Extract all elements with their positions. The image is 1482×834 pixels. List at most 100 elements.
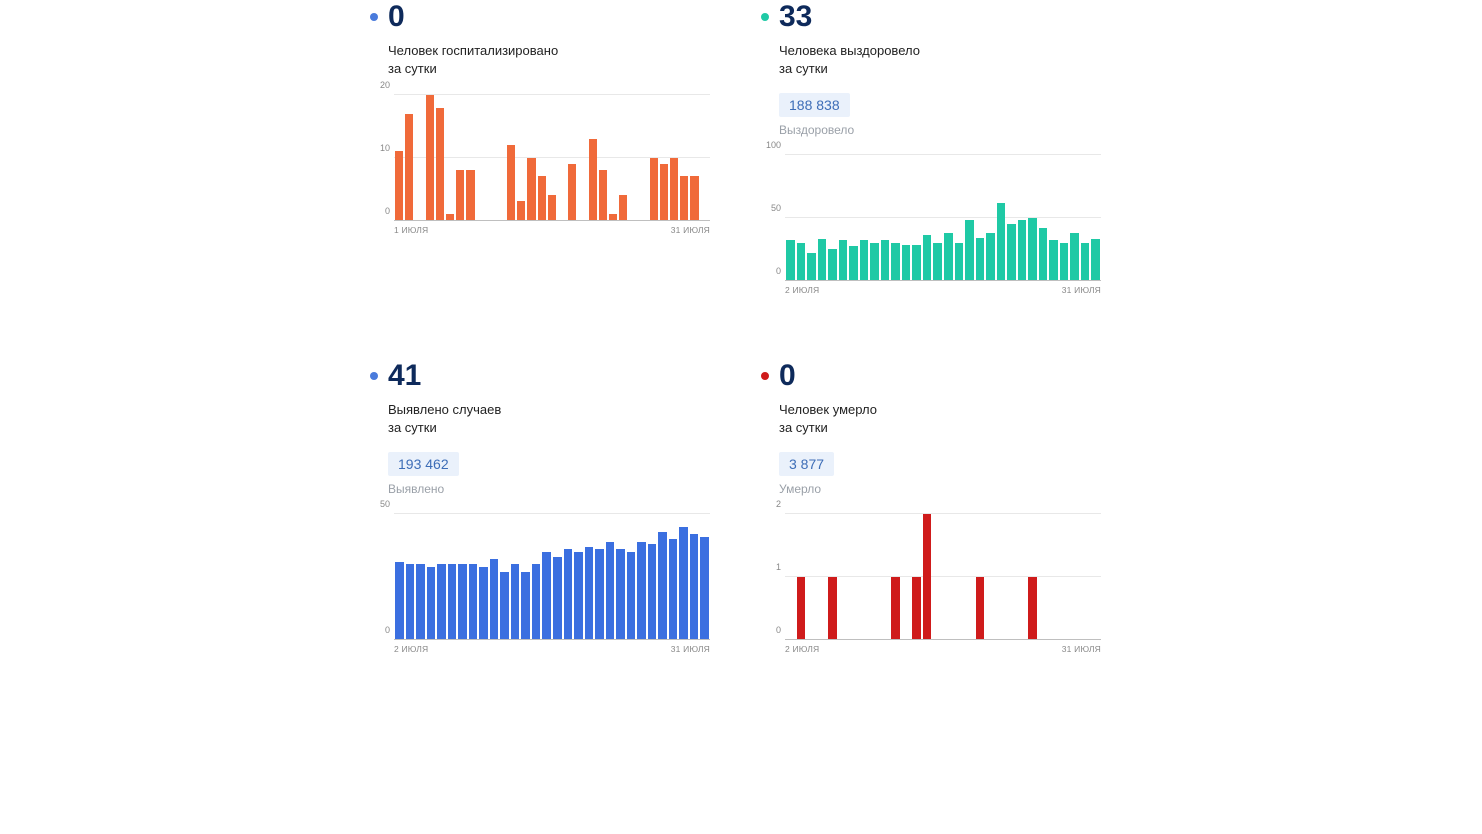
bar xyxy=(395,562,404,640)
bar xyxy=(532,564,541,639)
subtitle-line2: за сутки xyxy=(388,61,437,76)
bar xyxy=(406,564,415,639)
bar xyxy=(568,164,576,220)
bar xyxy=(660,164,668,220)
total-label: Выявлено xyxy=(388,482,721,496)
bar xyxy=(1049,240,1058,280)
chart-detected: 0502 ИЮЛЯ31 ИЮЛЯ xyxy=(370,514,710,658)
header-row: 33 xyxy=(761,0,1112,34)
stats-grid: 0 Человек госпитализировано за сутки 010… xyxy=(0,0,1482,688)
card-deaths: 0 Человек умерло за сутки 3 877 Умерло 0… xyxy=(761,359,1112,658)
subtitle-line2: за сутки xyxy=(779,420,828,435)
bar xyxy=(807,253,816,281)
y-tick: 0 xyxy=(776,266,781,276)
x-end-label: 31 ИЮЛЯ xyxy=(1062,285,1101,299)
bar xyxy=(648,544,657,639)
total-badge: 3 877 xyxy=(779,452,834,476)
bar xyxy=(446,214,454,220)
bar xyxy=(976,238,985,281)
bar xyxy=(564,549,573,639)
subtitle-line2: за сутки xyxy=(388,420,437,435)
header-row: 41 xyxy=(370,359,721,393)
bar xyxy=(679,527,688,640)
bar xyxy=(458,564,467,639)
stat-value: 33 xyxy=(779,0,812,34)
bar xyxy=(839,240,848,280)
bar xyxy=(599,170,607,220)
bar xyxy=(912,577,921,640)
bar xyxy=(870,243,879,281)
bar xyxy=(965,220,974,280)
bar xyxy=(416,564,425,639)
bar xyxy=(507,145,515,220)
bar xyxy=(818,239,827,280)
bar xyxy=(690,534,699,639)
bar xyxy=(828,249,837,280)
chart-recovered: 0501002 ИЮЛЯ31 ИЮЛЯ xyxy=(761,155,1101,299)
bar xyxy=(553,557,562,640)
bar xyxy=(1070,233,1079,281)
stat-value: 41 xyxy=(388,359,421,393)
bar xyxy=(436,108,444,221)
bar xyxy=(1028,577,1037,640)
x-end-label: 31 ИЮЛЯ xyxy=(671,225,710,239)
subtitle-line1: Человека выздоровело xyxy=(779,43,920,58)
bar xyxy=(680,176,688,220)
bar xyxy=(658,532,667,640)
dot-icon xyxy=(761,372,769,380)
bar xyxy=(619,195,627,220)
bar xyxy=(490,559,499,639)
bar xyxy=(902,245,911,280)
total-label: Умерло xyxy=(779,482,1112,496)
total-badge: 193 462 xyxy=(388,452,459,476)
bar xyxy=(511,564,520,639)
bar xyxy=(650,158,658,221)
stat-value: 0 xyxy=(388,0,405,34)
y-tick: 1 xyxy=(776,562,781,572)
bar xyxy=(585,547,594,640)
x-start-label: 1 ИЮЛЯ xyxy=(394,225,428,239)
bar xyxy=(500,572,509,640)
bar xyxy=(469,564,478,639)
bar xyxy=(912,245,921,280)
header-row: 0 xyxy=(761,359,1112,393)
bar xyxy=(574,552,583,640)
total-badge: 188 838 xyxy=(779,93,850,117)
bar xyxy=(997,203,1006,281)
bar xyxy=(527,158,535,221)
bar xyxy=(669,539,678,639)
bar xyxy=(786,240,795,280)
bar xyxy=(1060,243,1069,281)
subtitle-line2: за сутки xyxy=(779,61,828,76)
stat-subtitle: Человек умерло за сутки xyxy=(779,401,1112,436)
bar xyxy=(616,549,625,639)
bar xyxy=(1007,224,1016,280)
x-end-label: 31 ИЮЛЯ xyxy=(1062,644,1101,658)
bar xyxy=(881,240,890,280)
subtitle-line1: Человек умерло xyxy=(779,402,877,417)
bar xyxy=(690,176,698,220)
card-recovered: 33 Человека выздоровело за сутки 188 838… xyxy=(761,0,1112,299)
bar xyxy=(849,246,858,280)
bar xyxy=(627,552,636,640)
chart-deaths: 0122 ИЮЛЯ31 ИЮЛЯ xyxy=(761,514,1101,658)
bar xyxy=(860,240,869,280)
header-row: 0 xyxy=(370,0,721,34)
bar xyxy=(1018,220,1027,280)
subtitle-line1: Человек госпитализировано xyxy=(388,43,558,58)
bar xyxy=(670,158,678,221)
bar xyxy=(405,114,413,220)
y-tick: 100 xyxy=(766,140,781,150)
bar xyxy=(955,243,964,281)
stat-subtitle: Человек госпитализировано за сутки xyxy=(388,42,721,77)
bar xyxy=(426,95,434,220)
bar xyxy=(891,243,900,281)
bar xyxy=(923,514,932,639)
subtitle-line1: Выявлено случаев xyxy=(388,402,501,417)
y-tick: 20 xyxy=(380,80,390,90)
bar xyxy=(479,567,488,640)
bar xyxy=(1081,243,1090,281)
bar xyxy=(542,552,551,640)
bar xyxy=(466,170,474,220)
y-tick: 2 xyxy=(776,499,781,509)
